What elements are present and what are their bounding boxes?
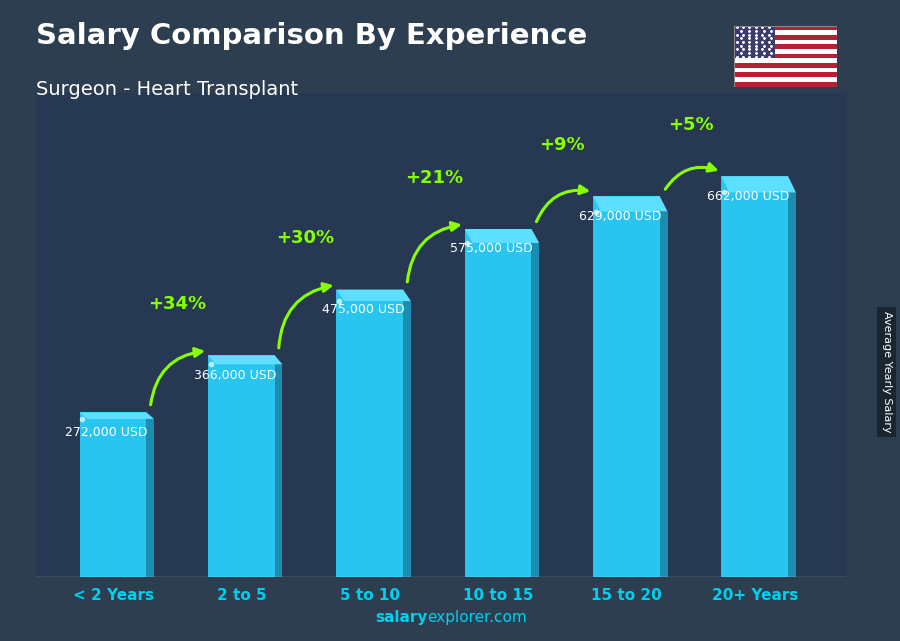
Bar <box>403 301 410 577</box>
Polygon shape <box>79 412 154 419</box>
Text: Average Yearly Salary: Average Yearly Salary <box>881 311 892 433</box>
Text: explorer.com: explorer.com <box>428 610 527 625</box>
Polygon shape <box>208 356 283 364</box>
Bar <box>208 356 274 577</box>
Text: +9%: +9% <box>539 136 585 154</box>
Polygon shape <box>337 290 410 301</box>
Text: +34%: +34% <box>148 295 206 313</box>
Bar <box>788 192 796 577</box>
Bar <box>532 243 539 577</box>
Text: 475,000 USD: 475,000 USD <box>322 303 405 316</box>
Bar <box>79 412 147 577</box>
Text: 575,000 USD: 575,000 USD <box>450 242 533 255</box>
Polygon shape <box>593 196 668 212</box>
Bar <box>734 72 837 77</box>
Bar <box>722 176 788 577</box>
Bar <box>734 49 837 54</box>
Bar <box>734 58 837 63</box>
Bar <box>734 77 837 82</box>
Bar <box>734 40 837 44</box>
Text: Surgeon - Heart Transplant: Surgeon - Heart Transplant <box>36 80 298 99</box>
Bar <box>337 290 403 577</box>
Polygon shape <box>464 229 539 243</box>
Bar <box>734 26 775 58</box>
Text: 629,000 USD: 629,000 USD <box>579 210 662 222</box>
Polygon shape <box>722 176 796 192</box>
Text: +21%: +21% <box>405 169 463 187</box>
Bar <box>734 63 837 68</box>
Text: +5%: +5% <box>668 116 714 134</box>
Bar <box>464 229 532 577</box>
Text: Salary Comparison By Experience: Salary Comparison By Experience <box>36 22 587 51</box>
Text: salary: salary <box>375 610 428 625</box>
Bar <box>147 419 154 577</box>
Text: 366,000 USD: 366,000 USD <box>194 369 276 382</box>
Bar <box>734 44 837 49</box>
Bar <box>734 35 837 40</box>
Bar <box>593 196 660 577</box>
Bar <box>734 82 837 87</box>
Bar <box>734 26 837 30</box>
Text: +30%: +30% <box>276 229 335 247</box>
Bar <box>734 54 837 58</box>
Text: 662,000 USD: 662,000 USD <box>707 190 789 203</box>
Bar <box>274 364 283 577</box>
Bar <box>660 212 668 577</box>
Bar <box>734 30 837 35</box>
Bar <box>734 68 837 72</box>
Text: 272,000 USD: 272,000 USD <box>66 426 148 438</box>
